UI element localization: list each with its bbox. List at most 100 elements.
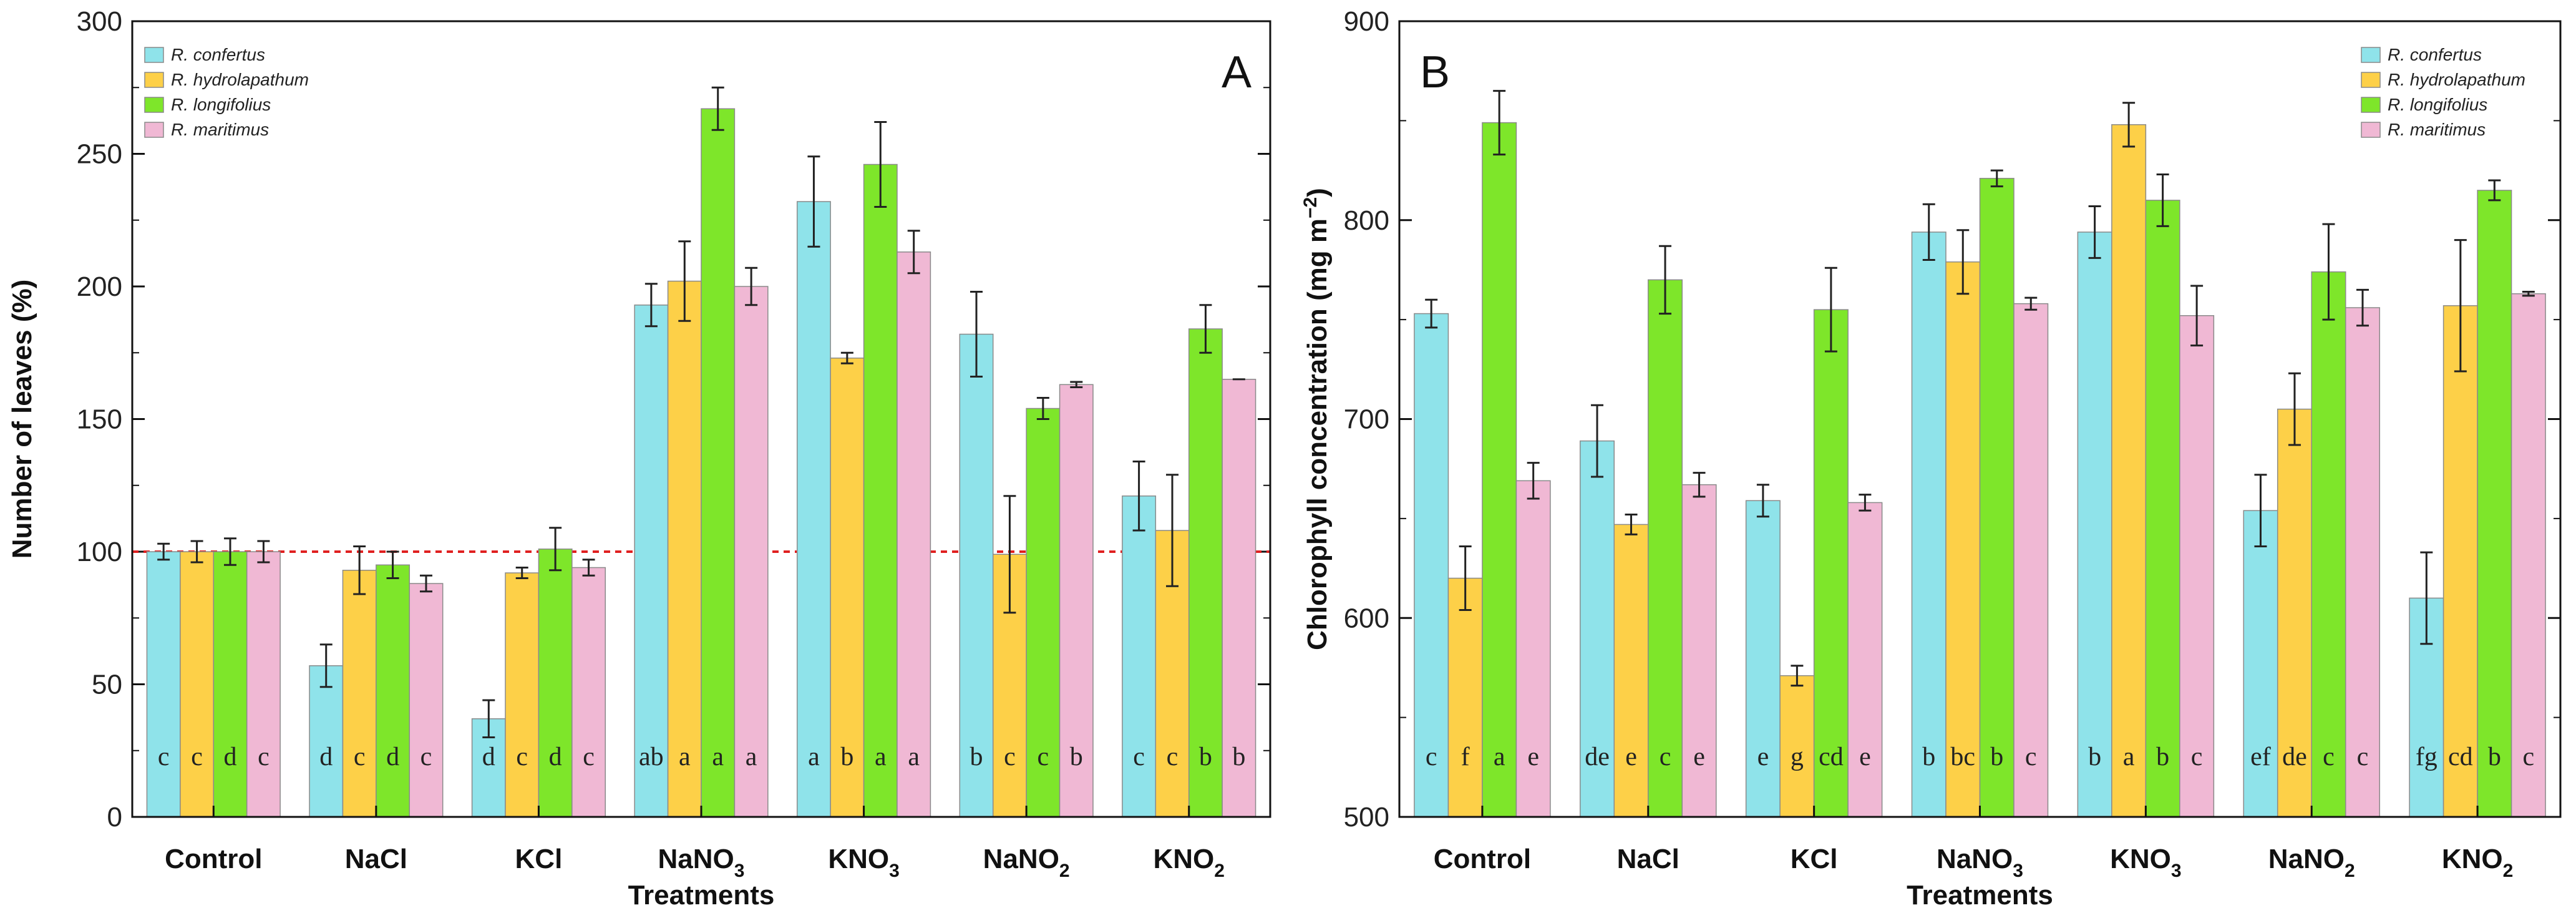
significance-letter: e xyxy=(1625,743,1637,771)
y-axis-title: Number of leaves (%) xyxy=(7,280,37,559)
bar xyxy=(1026,408,1061,818)
x-tick-label: NaCl xyxy=(1617,844,1679,874)
significance-letter: g xyxy=(1791,743,1804,771)
bar xyxy=(309,665,344,818)
bar xyxy=(1613,524,1649,818)
bar xyxy=(1414,313,1449,818)
bar xyxy=(634,305,669,818)
bar xyxy=(1813,309,1849,818)
bar xyxy=(376,564,411,818)
significance-letter: d xyxy=(482,743,495,771)
significance-letter: d xyxy=(223,743,236,771)
bar xyxy=(734,286,769,818)
significance-letter: b xyxy=(970,743,983,771)
significance-letter: d xyxy=(549,743,562,771)
legend-swatch xyxy=(2361,97,2381,113)
significance-letter: c xyxy=(1004,743,1016,771)
bar xyxy=(146,551,181,818)
significance-letter: b xyxy=(1070,743,1083,771)
x-tick-label: KNO2 xyxy=(2442,844,2513,881)
x-tick-label-subscript: 3 xyxy=(734,861,745,881)
significance-letter: f xyxy=(1461,743,1470,771)
x-tick-label-subscript: 3 xyxy=(2013,861,2023,881)
significance-letter: c xyxy=(420,743,432,771)
x-tick-label-subscript: 3 xyxy=(2171,861,2182,881)
x-axis-title: Treatments xyxy=(1907,880,2053,911)
significance-letter: a xyxy=(2123,743,2135,771)
significance-letter: b xyxy=(1922,743,1935,771)
bar xyxy=(2145,200,2180,818)
legend-swatch xyxy=(2361,72,2381,88)
bar xyxy=(1482,122,1517,818)
bar xyxy=(342,570,377,818)
significance-letter: b xyxy=(2156,743,2169,771)
x-tick-label: NaNO2 xyxy=(2268,844,2355,881)
bar xyxy=(1979,178,2015,818)
y-tick-label: 250 xyxy=(77,139,122,170)
bar xyxy=(2442,305,2478,818)
bar xyxy=(2345,307,2380,818)
significance-letter: c xyxy=(1167,743,1179,771)
bar xyxy=(863,164,898,818)
x-axis-title: Treatments xyxy=(628,880,775,911)
bar xyxy=(701,108,736,818)
y-tick-label: 600 xyxy=(1344,603,1389,633)
legend-label: R. hydrolapathum xyxy=(2388,70,2525,89)
panel-label: A xyxy=(1222,47,1252,97)
bar xyxy=(1945,261,1981,818)
y-tick-label: 0 xyxy=(107,802,122,833)
x-tick-label: Control xyxy=(1434,844,1531,874)
y-axis-title: Chlorophyll concentration (mg m−2) xyxy=(1300,188,1333,650)
significance-letter: c xyxy=(516,743,528,771)
plot-frame xyxy=(1398,20,2562,818)
x-tick-label-subscript: 2 xyxy=(2345,861,2355,881)
bar xyxy=(409,583,444,818)
significance-letter: de xyxy=(2282,743,2307,771)
significance-letter: c xyxy=(191,743,203,771)
x-tick-label-subscript: 3 xyxy=(889,861,900,881)
significance-letter: c xyxy=(2191,743,2203,771)
significance-letter: a xyxy=(679,743,691,771)
bar xyxy=(1847,502,1883,818)
x-tick-label: NaNO3 xyxy=(658,844,745,881)
x-tick-label: KNO3 xyxy=(2110,844,2181,881)
significance-letter: b xyxy=(1990,743,2003,771)
significance-letter: d xyxy=(319,743,333,771)
significance-letter: b xyxy=(840,743,853,771)
significance-letter: c xyxy=(158,743,170,771)
significance-letter: c xyxy=(2522,743,2534,771)
significance-letter: c xyxy=(2323,743,2335,771)
significance-letter: bc xyxy=(1950,743,1975,771)
bar xyxy=(246,551,281,818)
bar xyxy=(1648,279,1683,818)
legend-swatch xyxy=(144,122,164,138)
legend-swatch xyxy=(144,72,164,88)
y-axis-title-end: ) xyxy=(1302,188,1333,197)
x-tick-label: KCl xyxy=(1791,844,1838,874)
y-tick-label: 800 xyxy=(1344,205,1389,236)
bar xyxy=(1222,379,1256,818)
bar xyxy=(538,549,573,818)
y-tick-label: 300 xyxy=(77,6,122,37)
significance-letter: b xyxy=(1232,743,1245,771)
significance-letter: a xyxy=(712,743,724,771)
y-tick-label: 500 xyxy=(1344,802,1389,833)
legend-label: R. confertus xyxy=(171,45,265,64)
bar xyxy=(2311,271,2346,818)
x-tick-label: KNO3 xyxy=(828,844,899,881)
bar xyxy=(830,358,865,818)
bar xyxy=(180,551,215,818)
y-tick-label: 700 xyxy=(1344,404,1389,435)
legend-label: R. longifolius xyxy=(2388,95,2487,114)
bar xyxy=(571,567,606,818)
legend-label: R. confertus xyxy=(2388,45,2482,64)
significance-letter: a xyxy=(1494,743,1505,771)
x-tick-label: KNO2 xyxy=(1153,844,1224,881)
y-tick-label: 100 xyxy=(77,537,122,567)
significance-letter: c xyxy=(2357,743,2369,771)
bar xyxy=(2510,293,2546,818)
significance-letter: c xyxy=(2025,743,2037,771)
legend-swatch xyxy=(2361,122,2381,138)
